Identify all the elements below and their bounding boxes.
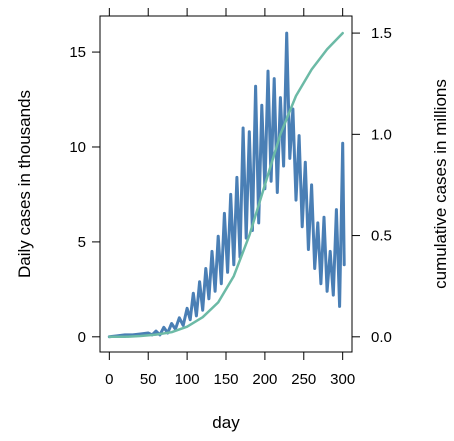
- x-tick-label-0: 0: [105, 371, 113, 388]
- y-left-tick-label-15: 15: [69, 44, 86, 61]
- y-right-tick-label-2: 1.0: [371, 126, 392, 143]
- y-left-tick-label-0: 0: [78, 329, 86, 346]
- y-axis-left-title: Daily cases in thousands: [15, 90, 34, 278]
- axes-layer: 0 50 100 150 200 250 300 0 5 10 15 0.0 0.5 1.0 1.5: [69, 8, 392, 388]
- x-tick-label-300: 300: [330, 371, 355, 388]
- y-right-tick-label-1: 0.5: [371, 228, 392, 245]
- x-tick-label-100: 100: [175, 371, 200, 388]
- x-axis-title: day: [212, 413, 240, 432]
- x-tick-label-150: 150: [213, 371, 238, 388]
- x-tick-label-200: 200: [252, 371, 277, 388]
- series-layer: [107, 31, 346, 339]
- y-right-tick-label-3: 1.5: [371, 25, 392, 42]
- y-left-tick-label-5: 5: [78, 234, 86, 251]
- y-left-tick-label-10: 10: [69, 139, 86, 156]
- series-line-cumulative: [108, 31, 344, 339]
- x-tick-label-50: 50: [140, 371, 157, 388]
- y-right-tick-label-0: 0.0: [371, 329, 392, 346]
- x-tick-label-250: 250: [291, 371, 316, 388]
- y-axis-right-title: cumulative cases in millions: [431, 79, 450, 289]
- series-line-daily: [107, 31, 346, 339]
